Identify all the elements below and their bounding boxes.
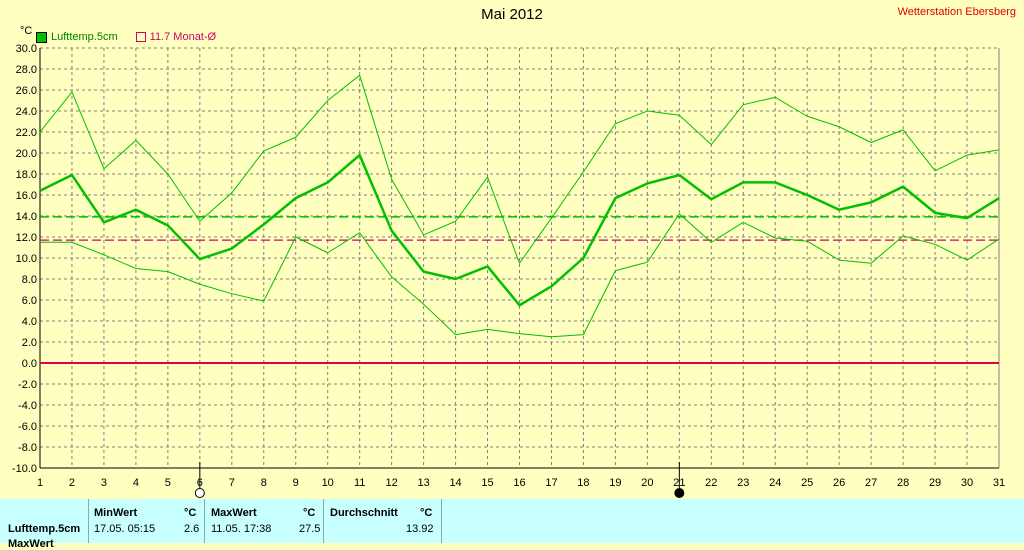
x-tick-label: 16 [513, 477, 525, 489]
y-tick-label: -4.0 [18, 400, 37, 412]
legend-label-average: 11.7 Monat-Ø [149, 31, 217, 43]
station-name: Wetterstation Ebersberg [897, 6, 1016, 18]
stats-max-cell: MaxWert °C 11.05. 17:38 27.5 [205, 499, 324, 543]
series-line-average [39, 153, 1000, 307]
x-tick-label: 20 [641, 477, 653, 489]
y-tick-label: -10.0 [12, 463, 37, 475]
x-tick-label: 3 [101, 477, 107, 489]
stats-label-cell: Lufttemp.5cm MaxWert [0, 499, 89, 550]
x-tick-label: 24 [769, 477, 781, 489]
y-tick-label: 4.0 [22, 316, 37, 328]
y-tick-label: 14.0 [16, 211, 37, 223]
y-tick-label: 10.0 [16, 253, 37, 265]
x-tick-label: 14 [449, 477, 461, 489]
x-tick-label: 11 [354, 477, 365, 489]
stats-min-header: MinWert [94, 507, 138, 519]
x-tick-label: 13 [417, 477, 429, 489]
y-tick-label: 16.0 [16, 190, 37, 202]
stats-avg-header: Durchschnitt [330, 507, 398, 519]
x-tick-label: 17 [545, 477, 557, 489]
legend-swatch-average [135, 32, 146, 42]
x-tick-label: 9 [293, 477, 299, 489]
x-tick-label: 19 [609, 477, 621, 489]
x-tick-label: 22 [705, 477, 717, 489]
y-tick-label: 8.0 [22, 274, 37, 286]
legend-label-series: Lufttemp.5cm [51, 31, 118, 43]
series-line-max [39, 74, 1000, 264]
series-line-min [40, 213, 1000, 338]
stats-row-label-2: MaxWert [8, 538, 54, 550]
x-tick-label: 5 [165, 477, 171, 489]
stats-panel: Lufttemp.5cm MaxWert MinWert °C 17.05. 0… [0, 499, 1024, 550]
stats-min-value: 2.6 [184, 523, 200, 535]
y-tick-label: 2.0 [22, 337, 37, 349]
y-tick-label: 12.0 [16, 232, 37, 244]
legend-item-series[interactable]: Lufttemp.5cm [36, 31, 118, 43]
y-tick-label: -2.0 [18, 379, 37, 391]
stats-avg-cell: Durchschnitt °C 13.92 [324, 499, 442, 543]
legend-swatch-series [36, 31, 47, 43]
x-tick-label: 12 [386, 477, 398, 489]
x-tick-label: 10 [322, 477, 334, 489]
y-tick-label: 6.0 [22, 295, 37, 307]
stats-min-unit: °C [184, 507, 197, 519]
x-tick-label: 31 [993, 477, 1005, 489]
x-tick-label: 28 [897, 477, 909, 489]
x-tick-label: 27 [865, 477, 877, 489]
stats-max-value: 27.5 [299, 523, 321, 535]
stats-row-label: Lufttemp.5cm [8, 523, 81, 535]
x-tick-label: 29 [929, 477, 941, 489]
temperature-chart: 30.028.026.024.022.020.018.016.014.012.0… [12, 43, 1005, 498]
y-tick-label: 26.0 [16, 85, 37, 97]
stats-max-header: MaxWert [211, 507, 257, 519]
y-tick-label: 24.0 [16, 106, 37, 118]
x-tick-label: 30 [961, 477, 973, 489]
stats-avg-value: 13.92 [406, 523, 434, 535]
y-tick-label: 0.0 [22, 358, 37, 370]
x-tick-label: 26 [833, 477, 845, 489]
full-moon-icon [194, 488, 205, 498]
y-tick-label: 30.0 [16, 43, 37, 55]
x-tick-label: 2 [69, 477, 75, 489]
x-tick-label: 1 [37, 477, 43, 489]
y-tick-label: 18.0 [16, 169, 37, 181]
x-tick-label: 18 [577, 477, 589, 489]
legend: Lufttemp.5cm 11.7 Monat-Ø [36, 31, 216, 43]
x-tick-label: 4 [133, 477, 139, 489]
x-tick-label: 7 [229, 477, 235, 489]
stats-min-date: 17.05. 05:15 [94, 523, 156, 535]
y-tick-label: 20.0 [16, 148, 37, 160]
stats-max-date: 11.05. 17:38 [211, 523, 272, 535]
x-tick-label: 25 [801, 477, 813, 489]
chart-title: Mai 2012 [481, 6, 543, 23]
stats-max-unit: °C [303, 507, 316, 519]
y-tick-label: -8.0 [18, 442, 37, 454]
y-tick-label: -6.0 [18, 421, 37, 433]
x-tick-label: 15 [481, 477, 493, 489]
stats-min-cell: MinWert °C 17.05. 05:15 2.6 [88, 499, 205, 543]
y-tick-label: 28.0 [16, 64, 37, 76]
legend-item-average[interactable]: 11.7 Monat-Ø [135, 31, 217, 43]
new-moon-icon [674, 488, 685, 498]
x-tick-label: 23 [737, 477, 749, 489]
y-tick-label: 22.0 [16, 127, 37, 139]
stats-avg-unit: °C [420, 507, 433, 519]
x-tick-label: 8 [261, 477, 267, 489]
y-axis-unit: °C [20, 25, 33, 37]
